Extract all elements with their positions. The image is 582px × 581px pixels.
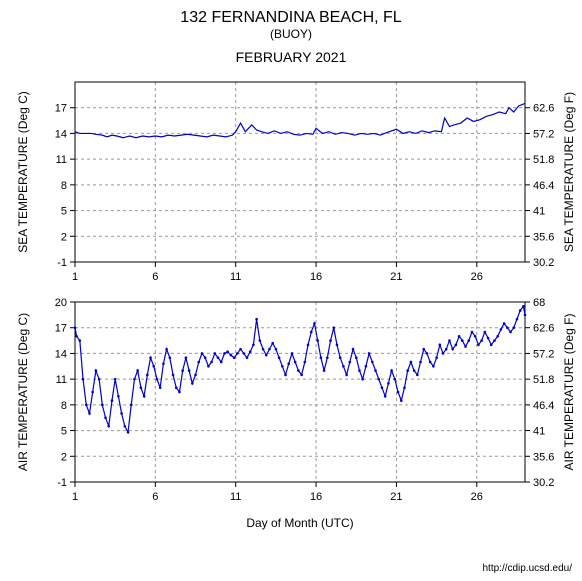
y-axis-right-label: SEA TEMPERATURE (Deg F) bbox=[562, 92, 576, 252]
y-tick-right: 46.4 bbox=[533, 400, 554, 412]
y-tick-left: 11 bbox=[56, 154, 67, 166]
y-axis-left-label: SEA TEMPERATURE (Deg C) bbox=[16, 91, 30, 253]
y-tick-right: 57.2 bbox=[533, 348, 554, 360]
x-tick: 1 bbox=[72, 491, 78, 503]
x-tick: 11 bbox=[230, 271, 241, 283]
temperature-chart: 132 FERNANDINA BEACH, FL(BUOY) FEBRUARY 2… bbox=[0, 0, 582, 581]
y-tick-left: 2 bbox=[61, 231, 67, 243]
y-tick-right: 30.2 bbox=[533, 477, 554, 489]
y-axis-left-label: AIR TEMPERATURE (Deg C) bbox=[16, 313, 30, 471]
y-tick-left: 20 bbox=[55, 297, 67, 309]
data-series bbox=[75, 306, 525, 432]
x-tick: 21 bbox=[390, 271, 402, 283]
y-axis-right-label: AIR TEMPERATURE (Deg F) bbox=[562, 314, 576, 471]
y-tick-left: -1 bbox=[57, 477, 67, 489]
x-tick: 11 bbox=[230, 491, 241, 503]
x-tick: 6 bbox=[152, 271, 158, 283]
y-tick-right: 68 bbox=[533, 297, 545, 309]
data-series bbox=[75, 103, 525, 137]
y-tick-right: 62.6 bbox=[533, 103, 554, 115]
x-tick: 26 bbox=[471, 491, 483, 503]
y-tick-right: 35.6 bbox=[533, 231, 554, 243]
y-tick-left: 14 bbox=[55, 128, 67, 140]
chart-subtitle: (BUOY) bbox=[270, 27, 312, 41]
y-tick-left: 17 bbox=[55, 103, 67, 115]
month-label: FEBRUARY 2021 bbox=[236, 49, 347, 65]
x-tick: 16 bbox=[310, 271, 322, 283]
y-tick-right: 51.8 bbox=[533, 374, 554, 386]
x-tick: 1 bbox=[72, 271, 78, 283]
x-axis-label: Day of Month (UTC) bbox=[246, 516, 353, 530]
y-tick-right: 35.6 bbox=[533, 451, 554, 463]
y-tick-left: 2 bbox=[61, 451, 67, 463]
y-tick-left: 5 bbox=[61, 206, 67, 218]
source-url: http://cdip.ucsd.edu/ bbox=[482, 563, 572, 574]
y-tick-right: 46.4 bbox=[533, 180, 554, 192]
y-tick-left: 8 bbox=[61, 400, 67, 412]
x-tick: 16 bbox=[310, 491, 322, 503]
y-tick-left: 17 bbox=[55, 323, 67, 335]
y-tick-right: 51.8 bbox=[533, 154, 554, 166]
y-tick-left: -1 bbox=[57, 257, 67, 269]
y-tick-left: 14 bbox=[55, 348, 67, 360]
y-tick-left: 11 bbox=[56, 374, 67, 386]
chart-container: { "title": "132 FERNANDINA BEACH, FL", "… bbox=[0, 0, 582, 581]
y-tick-right: 57.2 bbox=[533, 128, 554, 140]
y-tick-right: 41 bbox=[533, 206, 545, 218]
y-tick-right: 41 bbox=[533, 426, 545, 438]
x-tick: 21 bbox=[390, 491, 402, 503]
y-tick-right: 30.2 bbox=[533, 257, 554, 269]
y-tick-left: 8 bbox=[61, 180, 67, 192]
x-tick: 26 bbox=[471, 271, 483, 283]
x-tick: 6 bbox=[152, 491, 158, 503]
chart-title: 132 FERNANDINA BEACH, FL bbox=[180, 9, 402, 26]
y-tick-right: 62.6 bbox=[533, 323, 554, 335]
y-tick-left: 5 bbox=[61, 426, 67, 438]
